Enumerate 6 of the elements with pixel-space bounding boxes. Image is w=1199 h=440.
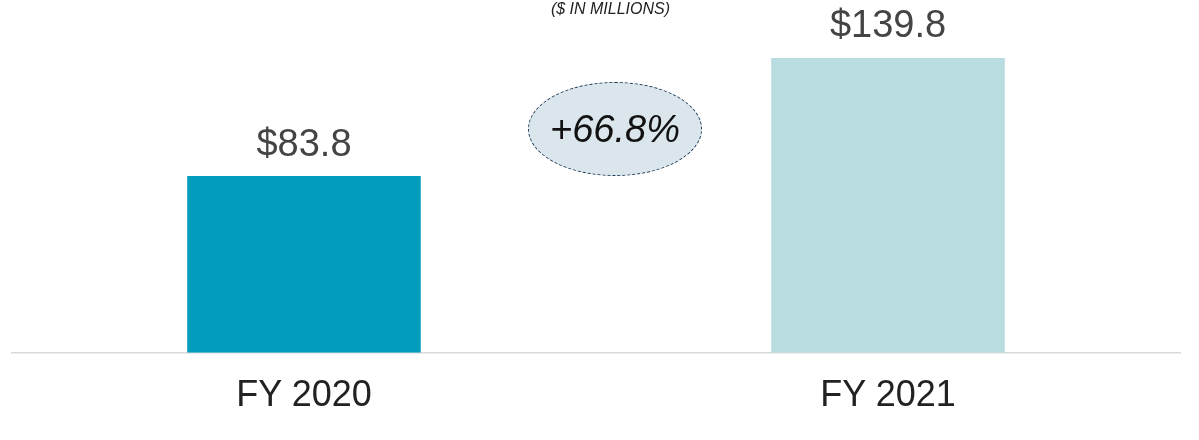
data-label: $83.8 (256, 121, 352, 164)
x-tick-label: FY 2020 (236, 373, 372, 415)
x-tick-label: FY 2021 (820, 373, 956, 415)
data-label: $139.8 (829, 3, 947, 46)
chart-subtitle: ($ IN MILLIONS) (550, 0, 671, 17)
annotation: +66.8% (528, 82, 702, 176)
